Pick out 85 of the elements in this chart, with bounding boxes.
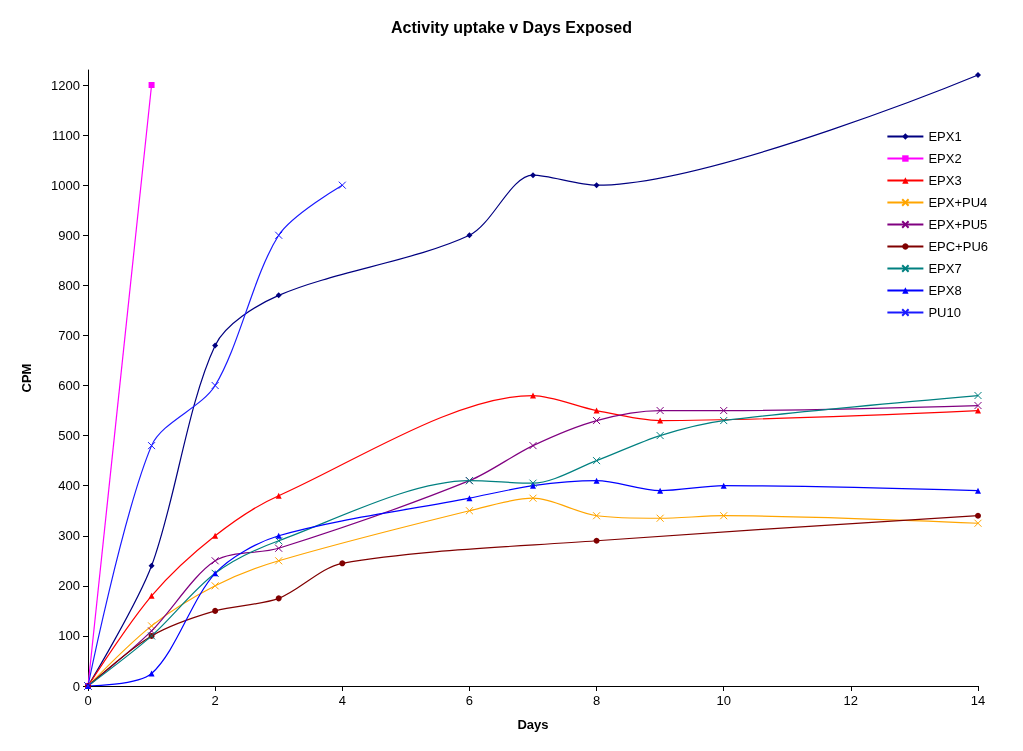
x-tick-label: 8 bbox=[592, 693, 601, 708]
point bbox=[212, 342, 219, 349]
y-axis-title: CPM bbox=[19, 363, 34, 393]
point bbox=[275, 595, 282, 602]
legend-label: EPX2 bbox=[928, 151, 962, 166]
point bbox=[975, 487, 981, 494]
point bbox=[657, 417, 664, 424]
point bbox=[656, 406, 665, 415]
point bbox=[720, 482, 727, 489]
point bbox=[719, 406, 728, 415]
legend-label: EPX8 bbox=[928, 283, 962, 298]
y-tick-label: 600 bbox=[58, 378, 80, 394]
y-tick-label: 500 bbox=[58, 428, 80, 444]
y-tick-label: 300 bbox=[58, 528, 80, 544]
point bbox=[148, 82, 155, 89]
point bbox=[529, 494, 537, 503]
y-tick-label: 1100 bbox=[52, 127, 80, 143]
point bbox=[275, 292, 282, 299]
point bbox=[974, 519, 982, 528]
point bbox=[974, 401, 982, 410]
point bbox=[147, 626, 156, 635]
y-tick-label: 1000 bbox=[51, 177, 80, 193]
legend-label: EPX3 bbox=[928, 173, 962, 188]
point bbox=[530, 392, 536, 399]
legend-label: EPX7 bbox=[928, 261, 962, 276]
point bbox=[656, 514, 665, 523]
point bbox=[466, 232, 473, 239]
point bbox=[147, 441, 156, 450]
point bbox=[719, 416, 728, 425]
point bbox=[274, 536, 283, 545]
legend-label: EPC+PU6 bbox=[928, 239, 989, 254]
point bbox=[656, 431, 665, 440]
legend-label: EPX1 bbox=[928, 129, 962, 144]
legend-label: EPX+PU5 bbox=[928, 217, 988, 232]
point bbox=[275, 492, 282, 499]
y-tick-label: 1200 bbox=[51, 77, 80, 93]
y-tick-label: 700 bbox=[58, 327, 80, 343]
x-tick-label: 10 bbox=[716, 693, 731, 708]
x-tick-label: 14 bbox=[970, 693, 986, 708]
point bbox=[975, 72, 981, 79]
x-tick-label: 6 bbox=[465, 693, 474, 708]
point bbox=[657, 487, 664, 494]
point bbox=[211, 581, 220, 590]
point bbox=[274, 231, 283, 240]
point bbox=[148, 592, 155, 599]
point bbox=[975, 512, 981, 519]
point bbox=[592, 456, 601, 465]
point bbox=[338, 181, 347, 190]
x-tick-label: 12 bbox=[843, 693, 859, 708]
point bbox=[466, 495, 473, 502]
point bbox=[212, 532, 219, 539]
legend-label: PU10 bbox=[928, 305, 961, 320]
y-tick-label: 200 bbox=[58, 578, 80, 594]
x-tick-label: 4 bbox=[338, 693, 346, 708]
point bbox=[211, 381, 220, 390]
point bbox=[530, 172, 536, 179]
point bbox=[465, 506, 474, 515]
point bbox=[593, 537, 600, 544]
point bbox=[974, 391, 982, 400]
point bbox=[339, 560, 346, 567]
x-tick-label: 2 bbox=[211, 693, 219, 708]
point bbox=[274, 556, 283, 565]
point bbox=[975, 407, 981, 414]
x-axis-title: Days bbox=[517, 717, 549, 732]
point bbox=[211, 556, 220, 565]
point bbox=[593, 407, 600, 414]
point bbox=[593, 182, 600, 189]
y-tick-label: 900 bbox=[58, 227, 80, 243]
y-tick-label: 800 bbox=[58, 277, 80, 293]
point bbox=[148, 562, 155, 569]
point bbox=[592, 416, 601, 425]
point bbox=[593, 477, 600, 484]
x-tick-label: 0 bbox=[84, 693, 92, 708]
legend-label: EPX+PU4 bbox=[928, 195, 988, 210]
y-tick-label: 400 bbox=[58, 478, 80, 494]
point bbox=[529, 441, 537, 450]
point bbox=[719, 511, 728, 520]
point bbox=[592, 511, 601, 520]
chart-title: Activity uptake v Days Exposed bbox=[391, 18, 632, 36]
y-tick-label: 100 bbox=[58, 628, 80, 644]
y-tick-label: 0 bbox=[72, 678, 80, 694]
point bbox=[147, 621, 156, 630]
point bbox=[275, 532, 282, 539]
point bbox=[274, 544, 283, 553]
point bbox=[212, 607, 219, 614]
